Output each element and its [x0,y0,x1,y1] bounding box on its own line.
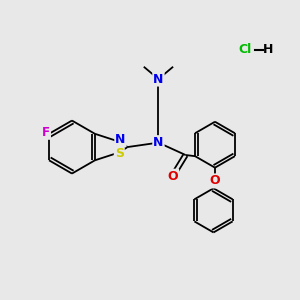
Text: O: O [168,170,178,183]
Text: N: N [153,136,164,149]
Text: O: O [210,174,220,188]
Text: F: F [42,126,50,139]
Text: S: S [115,147,124,161]
Text: Cl: Cl [238,44,251,56]
Text: N: N [153,73,164,85]
Text: H: H [263,44,274,56]
Text: N: N [115,133,126,146]
